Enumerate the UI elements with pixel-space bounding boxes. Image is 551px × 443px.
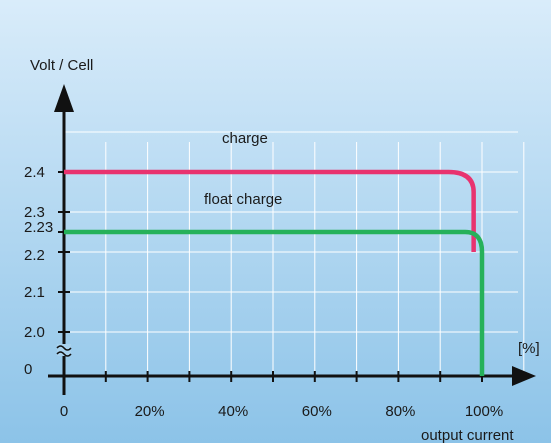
y-tick-label: 2.3 <box>24 204 45 221</box>
series-line <box>64 229 485 376</box>
y-tick-label: 2.2 <box>24 247 45 264</box>
series-label: charge <box>222 130 268 147</box>
axis-break-mark <box>56 345 72 351</box>
y-axis-arrow <box>54 84 74 112</box>
series <box>64 169 485 376</box>
y-tick-label: 0 <box>24 361 32 378</box>
series-line <box>64 169 476 252</box>
y-tick-label: 2.4 <box>24 164 45 181</box>
y-axis-title: Volt / Cell <box>30 57 93 74</box>
x-tick-label: 100% <box>465 403 503 420</box>
axis-break-gap <box>57 344 71 356</box>
axes <box>48 84 536 395</box>
y-tick-label: 2.1 <box>24 284 45 301</box>
x-tick-label: 80% <box>385 403 415 420</box>
labels: 0 20% 40% 60% 80% 100% 0 2.0 2.1 2.2 2.232.3 2.4 cha… <box>24 57 540 443</box>
x-unit-label: [%] <box>518 340 540 357</box>
series-label: float charge <box>204 191 282 208</box>
x-axis-title: output current <box>421 427 514 443</box>
y-tick-label: 2.0 <box>24 324 45 341</box>
x-tick-label: 60% <box>302 403 332 420</box>
x-axis-arrow <box>512 366 536 386</box>
x-tick-label: 20% <box>135 403 165 420</box>
x-tick-label: 0 <box>60 403 68 420</box>
x-tick-label: 40% <box>218 403 248 420</box>
y-tick-label: 2.23 <box>24 219 53 236</box>
axis-break-mark <box>56 351 72 357</box>
